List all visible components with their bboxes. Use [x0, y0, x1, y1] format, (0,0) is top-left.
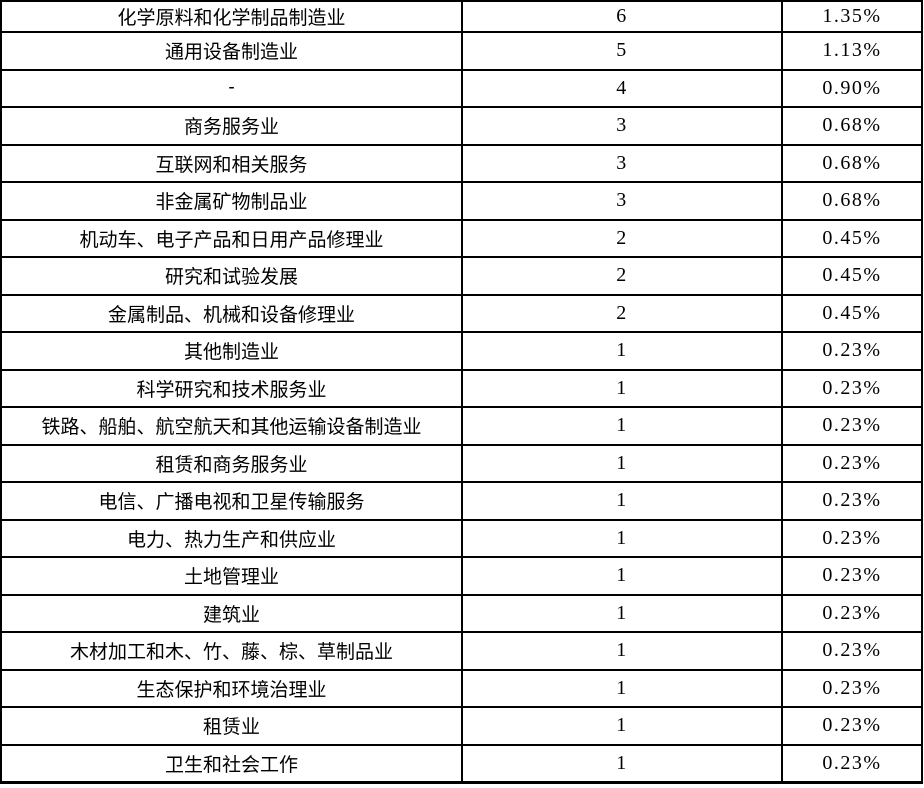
table-row: 金属制品、机械和设备修理业 2 0.45% — [0, 293, 923, 333]
percent-cell: 0.23% — [781, 331, 923, 371]
industry-cell: 商务服务业 — [0, 106, 463, 146]
count-cell: 1 — [461, 518, 783, 558]
percent-cell: 0.90% — [781, 68, 923, 108]
industry-cell: 研究和试验发展 — [0, 256, 463, 296]
percent-cell: 0.23% — [781, 443, 923, 483]
count-cell: 3 — [461, 106, 783, 146]
percent-cell: 0.68% — [781, 143, 923, 183]
table-row: 租赁和商务服务业 1 0.23% — [0, 443, 923, 483]
industry-cell: 互联网和相关服务 — [0, 143, 463, 183]
percent-cell: 0.68% — [781, 106, 923, 146]
percent-cell: 0.45% — [781, 256, 923, 296]
count-cell: 2 — [461, 293, 783, 333]
table-row: 土地管理业 1 0.23% — [0, 556, 923, 596]
count-cell: 1 — [461, 706, 783, 746]
percent-cell: 0.23% — [781, 518, 923, 558]
count-cell: 3 — [461, 143, 783, 183]
percent-cell: 0.23% — [781, 556, 923, 596]
industry-cell: 电信、广播电视和卫星传输服务 — [0, 481, 463, 521]
table-row: 机动车、电子产品和日用产品修理业 2 0.45% — [0, 218, 923, 258]
count-cell: 1 — [461, 668, 783, 708]
industry-cell: 化学原料和化学制品制造业 — [0, 0, 463, 33]
percent-cell: 0.45% — [781, 293, 923, 333]
industry-cell: 金属制品、机械和设备修理业 — [0, 293, 463, 333]
table-row: 租赁业 1 0.23% — [0, 706, 923, 746]
count-cell: 1 — [461, 368, 783, 408]
industry-cell: 通用设备制造业 — [0, 31, 463, 71]
count-cell: 1 — [461, 631, 783, 671]
table-row: - 4 0.90% — [0, 68, 923, 108]
percent-cell: 0.68% — [781, 181, 923, 221]
table-row: 电力、热力生产和供应业 1 0.23% — [0, 518, 923, 558]
industry-cell: 租赁和商务服务业 — [0, 443, 463, 483]
count-cell: 3 — [461, 181, 783, 221]
industry-cell: - — [0, 68, 463, 108]
table-row: 通用设备制造业 5 1.13% — [0, 31, 923, 71]
industry-cell: 电力、热力生产和供应业 — [0, 518, 463, 558]
count-cell: 1 — [461, 481, 783, 521]
table-row: 科学研究和技术服务业 1 0.23% — [0, 368, 923, 408]
table-row: 电信、广播电视和卫星传输服务 1 0.23% — [0, 481, 923, 521]
table-row: 铁路、船舶、航空航天和其他运输设备制造业 1 0.23% — [0, 406, 923, 446]
percent-cell: 0.23% — [781, 481, 923, 521]
percent-cell: 0.23% — [781, 593, 923, 633]
count-cell: 1 — [461, 331, 783, 371]
percent-cell: 0.23% — [781, 368, 923, 408]
industry-cell: 科学研究和技术服务业 — [0, 368, 463, 408]
industry-cell: 生态保护和环境治理业 — [0, 668, 463, 708]
percent-cell: 0.23% — [781, 406, 923, 446]
count-cell: 1 — [461, 593, 783, 633]
table-row: 建筑业 1 0.23% — [0, 593, 923, 633]
count-cell: 6 — [461, 0, 783, 33]
count-cell: 1 — [461, 743, 783, 784]
count-cell: 1 — [461, 556, 783, 596]
table-row: 卫生和社会工作 1 0.23% — [0, 743, 923, 784]
percent-cell: 1.13% — [781, 31, 923, 71]
table-row: 商务服务业 3 0.68% — [0, 106, 923, 146]
industry-cell: 建筑业 — [0, 593, 463, 633]
count-cell: 2 — [461, 218, 783, 258]
industry-cell: 木材加工和木、竹、藤、棕、草制品业 — [0, 631, 463, 671]
count-cell: 2 — [461, 256, 783, 296]
count-cell: 1 — [461, 406, 783, 446]
count-cell: 1 — [461, 443, 783, 483]
industry-cell: 土地管理业 — [0, 556, 463, 596]
industry-cell: 铁路、船舶、航空航天和其他运输设备制造业 — [0, 406, 463, 446]
industry-cell: 机动车、电子产品和日用产品修理业 — [0, 218, 463, 258]
table-row: 化学原料和化学制品制造业 6 1.35% — [0, 0, 923, 33]
count-cell: 4 — [461, 68, 783, 108]
percent-cell: 0.23% — [781, 706, 923, 746]
table-row: 木材加工和木、竹、藤、棕、草制品业 1 0.23% — [0, 631, 923, 671]
table-row: 其他制造业 1 0.23% — [0, 331, 923, 371]
industry-cell: 非金属矿物制品业 — [0, 181, 463, 221]
industry-cell: 租赁业 — [0, 706, 463, 746]
table-row: 互联网和相关服务 3 0.68% — [0, 143, 923, 183]
industry-cell: 其他制造业 — [0, 331, 463, 371]
percent-cell: 0.23% — [781, 631, 923, 671]
table-row: 研究和试验发展 2 0.45% — [0, 256, 923, 296]
percent-cell: 0.23% — [781, 668, 923, 708]
count-cell: 5 — [461, 31, 783, 71]
industry-cell: 卫生和社会工作 — [0, 743, 463, 784]
percent-cell: 1.35% — [781, 0, 923, 33]
percent-cell: 0.23% — [781, 743, 923, 784]
percent-cell: 0.45% — [781, 218, 923, 258]
table-row: 生态保护和环境治理业 1 0.23% — [0, 668, 923, 708]
table-row: 非金属矿物制品业 3 0.68% — [0, 181, 923, 221]
